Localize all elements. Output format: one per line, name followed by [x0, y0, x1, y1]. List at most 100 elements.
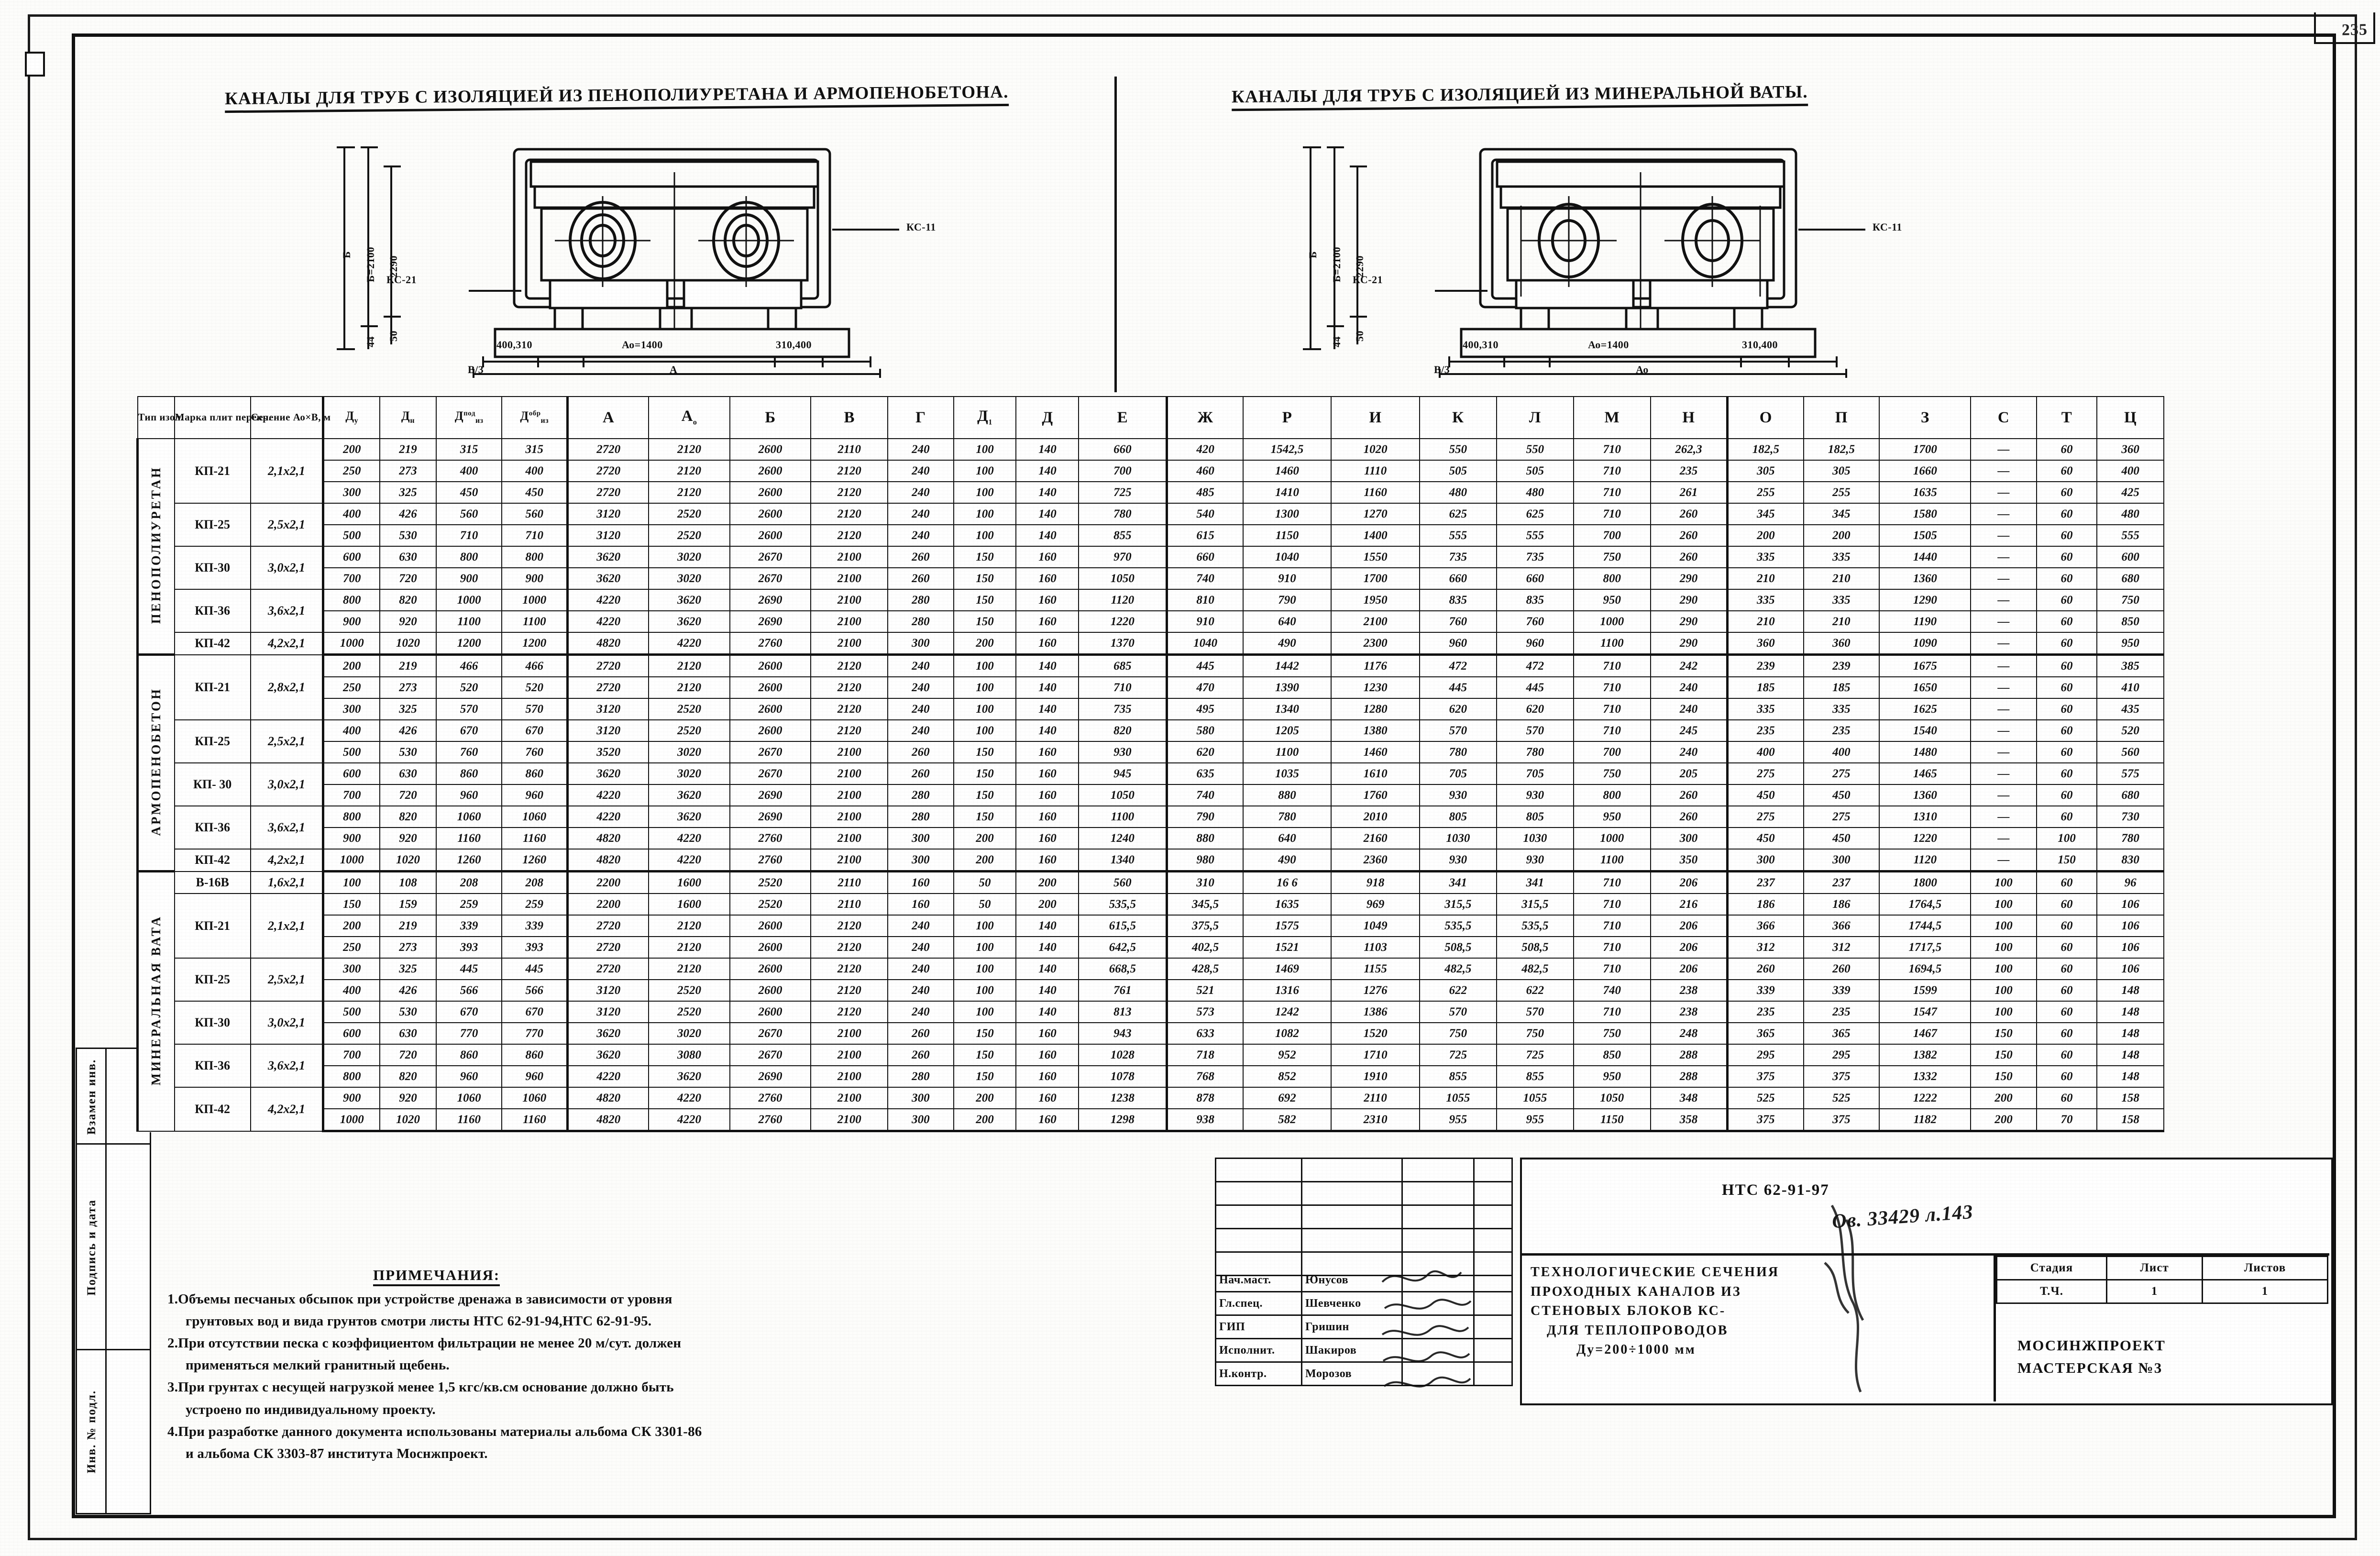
cell-А: 2720 — [567, 654, 650, 677]
cell-Н: 235 — [1650, 460, 1729, 482]
cell-Ао: 2520 — [648, 503, 730, 525]
cell-Ц: 750 — [2096, 589, 2164, 611]
blank-cell — [1401, 1181, 1475, 1206]
cell-К: 735 — [1419, 546, 1497, 568]
notes-block: ПРИМЕЧАНИЯ: 1.Объемы песчаных обсыпок пр… — [167, 1267, 1205, 1463]
table-header-h11: Г — [887, 396, 954, 439]
insulation-type-2: МИНЕРАЛЬНАЯ ВАТА — [136, 870, 175, 1132]
cell-Ао: 3620 — [648, 784, 730, 806]
cell-К: 930 — [1419, 849, 1497, 872]
cell-Дизобр: 339 — [501, 915, 569, 937]
cell-З: 1090 — [1879, 632, 1972, 656]
cell-Ц: 680 — [2096, 567, 2164, 590]
cell-Ц: 96 — [2096, 871, 2164, 894]
blank-cell — [1301, 1181, 1403, 1206]
cell-В: 2120 — [810, 460, 889, 482]
cell-Ц: 158 — [2096, 1108, 2164, 1132]
margin-strip-inv: Инв. № подл. — [76, 1349, 108, 1514]
cell-Ду: 800 — [322, 806, 380, 828]
table-row: 300 325 570 570 3120 2520 2600 2120 240 100 140 735… — [138, 698, 2164, 720]
cell-А: 4220 — [567, 806, 650, 828]
table-row: 500 530 760 760 3520 3020 2670 2100 260 150 160 930… — [138, 741, 2164, 763]
cell-В: 2120 — [810, 481, 889, 504]
cell-Г: 260 — [887, 546, 954, 568]
cell-Б: 2600 — [729, 481, 812, 504]
cell-Дн: 426 — [379, 719, 437, 742]
cell-Е: 780 — [1078, 503, 1168, 525]
cell-С: — — [1970, 460, 2037, 482]
right-vertical-dimensions: Б Б=2100 2290 44 50 — [1296, 139, 1377, 366]
cell-Б: 2600 — [729, 1001, 812, 1023]
cell-К: 555 — [1419, 524, 1497, 547]
cell-П: 210 — [1803, 567, 1880, 590]
cell-Л: 315,5 — [1496, 893, 1574, 916]
table-header-h18: К — [1419, 396, 1497, 439]
cell-Дизобр: 770 — [501, 1022, 569, 1045]
left-dim-kc11: КС-11 — [906, 221, 936, 233]
cell-В: 2100 — [810, 741, 889, 763]
cell-З: 1635 — [1879, 481, 1972, 504]
cell-К: 960 — [1419, 632, 1497, 656]
cell-Р: 952 — [1242, 1044, 1332, 1066]
cell-Г: 240 — [887, 719, 954, 742]
cell-Ц: 830 — [2096, 849, 2164, 872]
cell-З: 1310 — [1879, 806, 1972, 828]
cell-Ду: 700 — [322, 1044, 380, 1066]
cell-М: 710 — [1573, 438, 1651, 461]
cell-З: 1360 — [1879, 567, 1972, 590]
left-channel-section-drawing: КС-21 КС-11 400,310 Ао=1400 310,400 В/3 … — [386, 139, 947, 380]
cell-Ц: 480 — [2096, 503, 2164, 525]
cell-Ду: 200 — [322, 654, 380, 677]
cell-С: 100 — [1970, 893, 2037, 916]
cell-Л: 955 — [1496, 1108, 1574, 1132]
table-header-h5: Дподиз — [435, 396, 503, 439]
signature-date — [1473, 1338, 1513, 1363]
cell-Ду: 700 — [322, 784, 380, 806]
cell-Дн: 159 — [379, 893, 437, 916]
cell-Ж: 615 — [1166, 524, 1244, 547]
cell-Ду: 200 — [322, 438, 380, 461]
cell-Г: 240 — [887, 1001, 954, 1023]
slab-mark: В-16В — [174, 871, 251, 894]
cell-С: — — [1970, 784, 2037, 806]
cell-В: 2120 — [810, 958, 889, 980]
cell-И: 969 — [1331, 893, 1420, 916]
cell-О: 365 — [1727, 1022, 1804, 1045]
left-vdim-svg — [337, 146, 401, 350]
table-row: КП-30 3,0х2,1 500 530 670 670 3120 2520 2600 2120… — [138, 1001, 2164, 1045]
cell-Ц: 730 — [2096, 806, 2164, 828]
cell-О: 300 — [1727, 849, 1804, 872]
cell-Т: 60 — [2036, 806, 2098, 828]
cell-Ж: 635 — [1166, 762, 1244, 785]
cell-Ао: 2120 — [648, 654, 730, 677]
cell-Д: 160 — [1015, 1044, 1080, 1066]
cell-Д₁: 200 — [953, 827, 1017, 850]
cell-Т: 60 — [2036, 610, 2098, 633]
cell-П: 375 — [1803, 1108, 1880, 1132]
note-line-3: 3.При грунтах с несущей нагрузкой менее … — [167, 1379, 674, 1395]
cell-М: 1050 — [1573, 1087, 1651, 1109]
cell-Ц: 575 — [2096, 762, 2164, 785]
cell-Т: 60 — [2036, 503, 2098, 525]
cell-Ж: 402,5 — [1166, 936, 1244, 959]
cell-О: 295 — [1727, 1044, 1804, 1066]
cell-Е: 1298 — [1078, 1108, 1168, 1132]
cell-И: 1103 — [1331, 936, 1420, 959]
cell-В: 2100 — [810, 1065, 889, 1088]
blank-cell — [1401, 1251, 1475, 1276]
cell-Дизпод: 560 — [435, 503, 503, 525]
cell-Ц: 850 — [2096, 610, 2164, 633]
cell-П: 450 — [1803, 827, 1880, 850]
tb-title-line-2: ПРОХОДНЫХ КАНАЛОВ ИЗ — [1531, 1284, 1741, 1299]
blank-cell — [1401, 1158, 1475, 1182]
cell-Т: 60 — [2036, 719, 2098, 742]
cell-И: 1155 — [1331, 958, 1420, 980]
cell-Д: 140 — [1015, 915, 1080, 937]
cell-С: 150 — [1970, 1044, 2037, 1066]
cell-Дизпод: 1160 — [435, 1108, 503, 1132]
cell-З: 1182 — [1879, 1108, 1972, 1132]
cell-Р: 1442 — [1242, 654, 1332, 677]
cell-Ао: 2120 — [648, 481, 730, 504]
cell-З: 1222 — [1879, 1087, 1972, 1109]
cell-Ж: 428,5 — [1166, 958, 1244, 980]
